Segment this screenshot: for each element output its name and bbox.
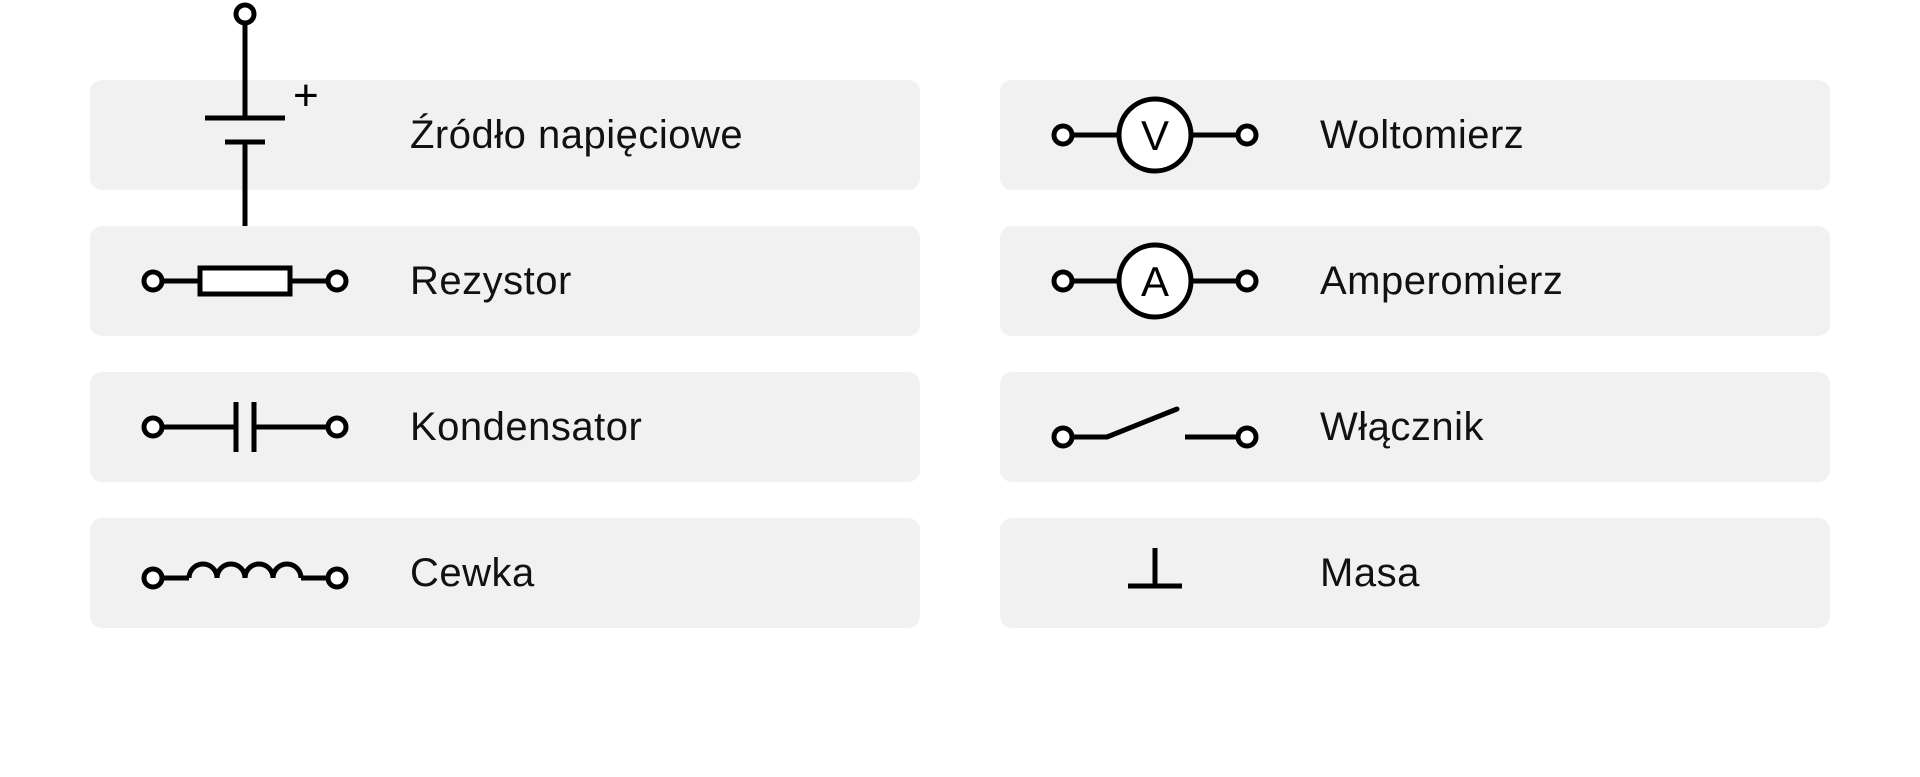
plus-sign: + [293, 71, 319, 120]
label-voltmeter: Woltomierz [1320, 113, 1524, 158]
ground-icon [1030, 518, 1280, 628]
item-switch: Włącznik [1000, 372, 1830, 482]
item-voltage-source: + Źródło napięciowe [90, 80, 920, 190]
label-switch: Włącznik [1320, 405, 1484, 450]
label-ammeter: Amperomierz [1320, 259, 1563, 304]
ammeter-letter: A [1141, 258, 1169, 305]
item-resistor: Rezystor [90, 226, 920, 336]
capacitor-icon [120, 372, 370, 482]
label-voltage-source: Źródło napięciowe [410, 113, 743, 158]
voltage-source-icon: + [120, 80, 370, 190]
resistor-icon [120, 226, 370, 336]
symbol-grid: + Źródło napięciowe V Woltomierz [0, 0, 1920, 668]
item-ammeter: A Amperomierz [1000, 226, 1830, 336]
switch-icon [1030, 372, 1280, 482]
inductor-icon [120, 518, 370, 628]
item-voltmeter: V Woltomierz [1000, 80, 1830, 190]
label-resistor: Rezystor [410, 259, 572, 304]
voltmeter-letter: V [1141, 112, 1169, 159]
item-inductor: Cewka [90, 518, 920, 628]
ammeter-icon: A [1030, 226, 1280, 336]
label-ground: Masa [1320, 551, 1420, 596]
voltmeter-icon: V [1030, 80, 1280, 190]
label-inductor: Cewka [410, 551, 535, 596]
label-capacitor: Kondensator [410, 405, 642, 450]
item-capacitor: Kondensator [90, 372, 920, 482]
item-ground: Masa [1000, 518, 1830, 628]
